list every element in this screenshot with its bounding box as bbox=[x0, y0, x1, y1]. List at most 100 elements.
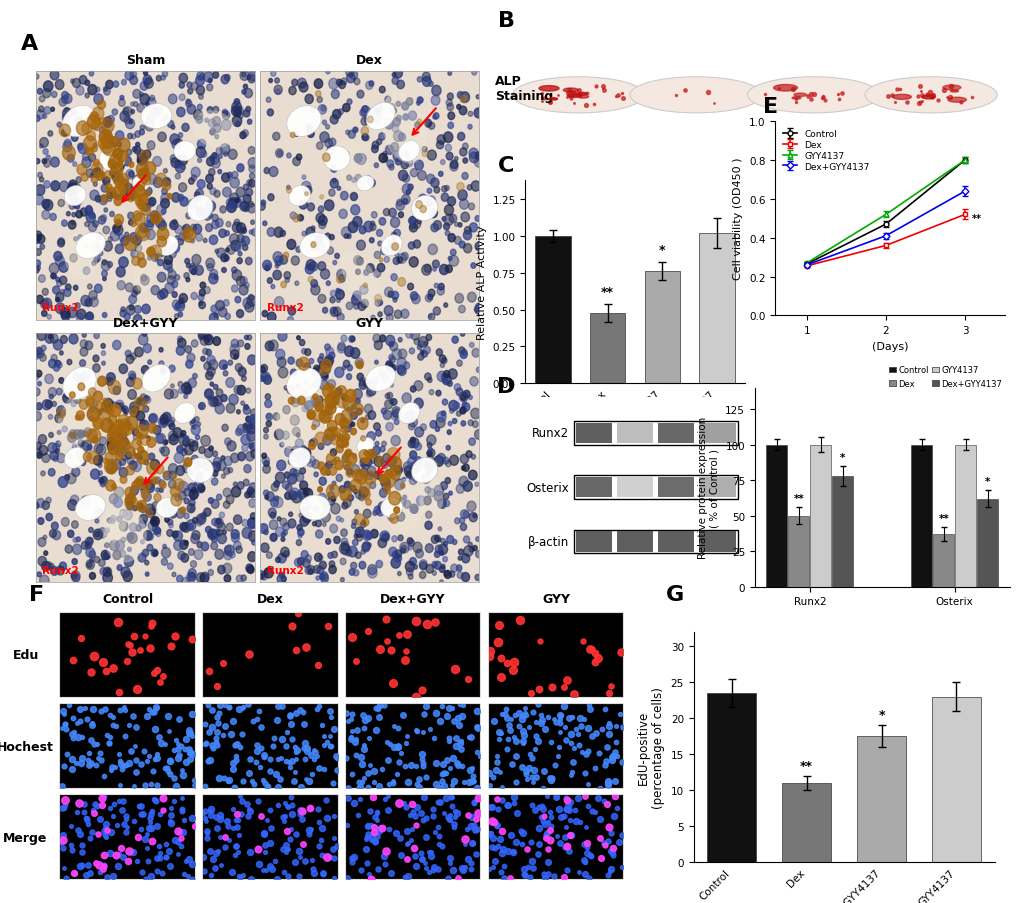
Circle shape bbox=[458, 191, 467, 201]
Circle shape bbox=[240, 228, 245, 232]
Circle shape bbox=[136, 200, 142, 206]
Circle shape bbox=[141, 395, 147, 402]
Circle shape bbox=[330, 180, 338, 189]
Circle shape bbox=[226, 524, 233, 532]
Circle shape bbox=[324, 234, 330, 240]
Circle shape bbox=[339, 489, 351, 501]
Circle shape bbox=[461, 350, 467, 357]
Circle shape bbox=[345, 453, 357, 466]
Circle shape bbox=[128, 172, 133, 178]
Circle shape bbox=[117, 222, 121, 228]
Circle shape bbox=[148, 256, 151, 261]
Circle shape bbox=[200, 74, 205, 80]
Circle shape bbox=[118, 415, 129, 428]
Circle shape bbox=[51, 108, 54, 112]
Circle shape bbox=[351, 465, 360, 475]
Circle shape bbox=[258, 203, 265, 211]
Circle shape bbox=[350, 71, 358, 80]
Circle shape bbox=[107, 432, 117, 443]
Circle shape bbox=[352, 178, 356, 183]
Bar bbox=[657, 424, 694, 443]
Circle shape bbox=[111, 485, 116, 489]
Circle shape bbox=[151, 254, 158, 262]
Circle shape bbox=[99, 437, 107, 446]
Circle shape bbox=[90, 113, 99, 123]
Ellipse shape bbox=[142, 365, 170, 393]
Circle shape bbox=[408, 574, 413, 580]
Circle shape bbox=[268, 340, 278, 351]
Circle shape bbox=[290, 489, 299, 498]
Circle shape bbox=[243, 426, 249, 433]
Circle shape bbox=[422, 147, 427, 153]
Circle shape bbox=[238, 285, 248, 295]
Circle shape bbox=[227, 173, 232, 179]
Circle shape bbox=[151, 517, 159, 526]
Circle shape bbox=[278, 331, 286, 341]
Circle shape bbox=[357, 418, 368, 430]
Circle shape bbox=[165, 284, 174, 294]
Circle shape bbox=[426, 175, 434, 184]
Circle shape bbox=[133, 315, 142, 325]
Circle shape bbox=[298, 529, 304, 536]
Circle shape bbox=[378, 134, 385, 141]
Circle shape bbox=[421, 265, 431, 276]
Circle shape bbox=[288, 398, 294, 405]
Circle shape bbox=[468, 126, 472, 130]
Circle shape bbox=[213, 338, 220, 346]
Circle shape bbox=[290, 133, 294, 138]
Circle shape bbox=[331, 497, 335, 502]
Circle shape bbox=[274, 497, 278, 501]
Ellipse shape bbox=[288, 186, 310, 207]
Circle shape bbox=[50, 334, 58, 344]
Circle shape bbox=[329, 414, 333, 419]
Circle shape bbox=[42, 454, 50, 463]
Circle shape bbox=[191, 561, 197, 568]
Circle shape bbox=[447, 369, 457, 379]
Circle shape bbox=[346, 366, 353, 371]
Circle shape bbox=[179, 507, 185, 515]
Circle shape bbox=[269, 167, 277, 177]
Circle shape bbox=[265, 341, 273, 351]
Circle shape bbox=[322, 503, 327, 508]
Circle shape bbox=[85, 537, 93, 546]
Circle shape bbox=[127, 135, 132, 140]
Circle shape bbox=[117, 161, 122, 167]
Circle shape bbox=[367, 433, 375, 442]
Circle shape bbox=[422, 78, 431, 88]
Circle shape bbox=[40, 97, 45, 103]
Circle shape bbox=[311, 244, 318, 252]
Circle shape bbox=[118, 174, 128, 185]
Circle shape bbox=[345, 420, 353, 428]
Circle shape bbox=[178, 481, 187, 492]
Circle shape bbox=[298, 456, 306, 466]
Circle shape bbox=[181, 384, 191, 395]
Circle shape bbox=[240, 435, 250, 445]
Circle shape bbox=[211, 519, 218, 526]
Circle shape bbox=[175, 163, 184, 173]
Ellipse shape bbox=[357, 438, 374, 453]
Circle shape bbox=[353, 128, 358, 133]
Circle shape bbox=[357, 241, 365, 251]
Circle shape bbox=[176, 575, 182, 582]
Circle shape bbox=[299, 216, 304, 221]
Circle shape bbox=[142, 550, 149, 557]
Circle shape bbox=[196, 147, 206, 158]
Circle shape bbox=[328, 353, 334, 359]
Circle shape bbox=[284, 278, 289, 284]
Circle shape bbox=[289, 469, 297, 477]
Circle shape bbox=[104, 88, 110, 96]
Circle shape bbox=[370, 222, 374, 227]
Circle shape bbox=[222, 424, 228, 432]
Circle shape bbox=[359, 451, 369, 461]
Circle shape bbox=[175, 237, 178, 241]
Circle shape bbox=[70, 80, 74, 84]
Circle shape bbox=[89, 551, 96, 558]
Circle shape bbox=[172, 293, 177, 298]
Circle shape bbox=[163, 471, 171, 480]
Circle shape bbox=[401, 414, 411, 424]
Circle shape bbox=[205, 526, 211, 534]
Circle shape bbox=[211, 479, 218, 486]
Circle shape bbox=[308, 413, 314, 420]
Circle shape bbox=[326, 427, 337, 440]
Circle shape bbox=[451, 540, 457, 545]
